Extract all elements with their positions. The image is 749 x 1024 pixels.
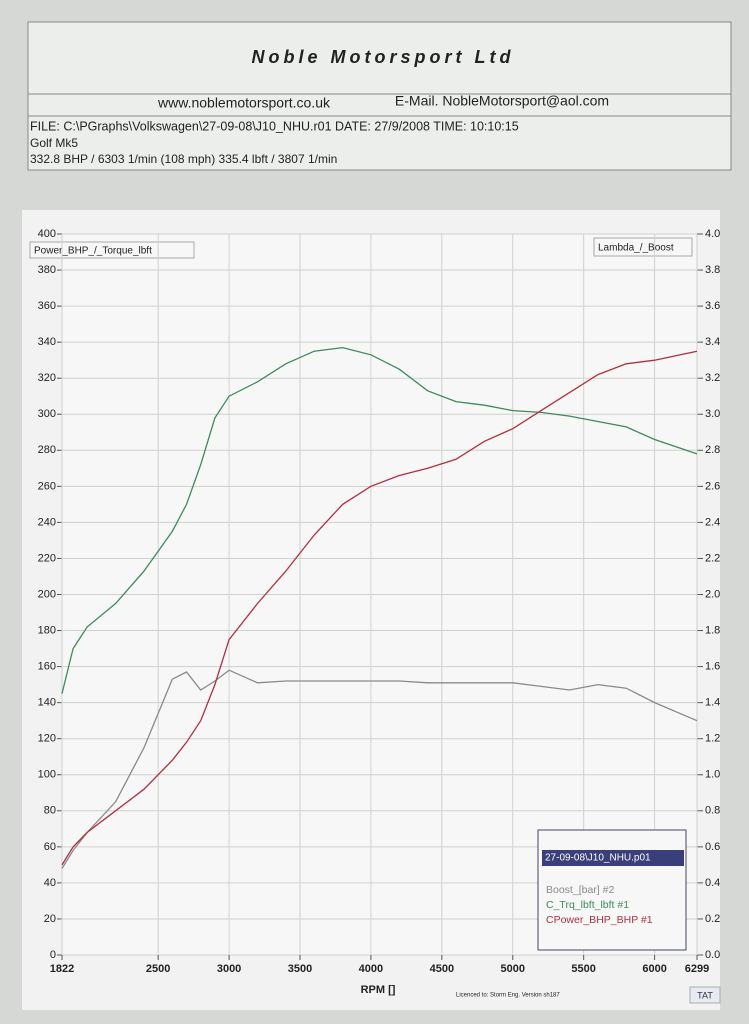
series-line	[61, 350, 698, 866]
y-tick-label: 0	[50, 949, 56, 961]
y-tick-label: 20	[44, 913, 56, 925]
series-line	[61, 669, 698, 869]
y-tick-label: 160	[38, 661, 56, 673]
y-tick-label: 180	[38, 624, 56, 636]
x-tick-label: 4000	[359, 963, 383, 975]
x-tick-label: 5500	[571, 963, 595, 975]
y2-tick-label: 0.4	[705, 877, 720, 889]
y2-tick-label: 1.6	[705, 661, 720, 673]
y2-tick-label: 3.2	[705, 372, 720, 384]
y2-tick-label: 2.0	[705, 588, 720, 600]
car: Golf Mk5	[30, 136, 78, 150]
x-tick-label: 6299	[685, 963, 709, 975]
y-tick-label: 380	[38, 264, 56, 276]
y-tick-label: 320	[38, 372, 56, 384]
x-tick-label: 4500	[430, 963, 454, 975]
legend-entry: C_Trq_lbft_lbft #1	[546, 899, 629, 911]
y2-tick-label: 4.0	[705, 228, 720, 240]
header-box	[27, 21, 732, 171]
y2-tick-label: 2.4	[705, 516, 720, 528]
y-tick-label: 260	[38, 480, 56, 492]
y2-tick-label: 2.2	[705, 552, 720, 564]
legend-entry: CPower_BHP_BHP #1	[546, 914, 653, 926]
y-tick-label: 60	[44, 841, 56, 853]
legend-entry: Boost_[bar] #2	[546, 884, 614, 896]
x-tick-label: 6000	[642, 963, 666, 975]
y-tick-label: 280	[38, 444, 56, 456]
website: www.noblemotorsport.co.uk	[157, 95, 331, 111]
series-line	[61, 346, 698, 694]
y2-tick-label: 1.2	[705, 733, 720, 745]
y-tick-label: 140	[38, 697, 56, 709]
x-tick-label: 3500	[288, 963, 312, 975]
y2-axis-label: Lambda_/_Boost	[598, 243, 674, 254]
y-tick-label: 340	[38, 336, 56, 348]
y2-tick-label: 0.8	[705, 805, 720, 817]
y2-tick-label: 3.4	[705, 336, 720, 348]
y-tick-label: 400	[38, 228, 56, 240]
y2-tick-label: 1.8	[705, 624, 720, 636]
email: E-Mail. NobleMotorsport@aol.com	[395, 93, 609, 109]
legend-title-bg	[542, 850, 684, 866]
y-label-box	[29, 241, 195, 259]
y2-label-box	[593, 237, 693, 257]
y2-tick-label: 1.0	[705, 769, 720, 781]
x-tick-label: 5000	[501, 963, 525, 975]
y-tick-label: 120	[38, 733, 56, 745]
company-name: Noble Motorsport Ltd	[252, 47, 515, 67]
y2-tick-label: 1.4	[705, 697, 720, 709]
y-tick-label: 300	[38, 408, 56, 420]
file-line: FILE: C:\PGraphs\Volkswagen\27-09-08\J10…	[30, 119, 519, 133]
legend-title: 27-09-08\J10_NHU.p01	[545, 853, 651, 864]
y2-tick-label: 3.8	[705, 264, 720, 276]
x-axis-label: RPM []	[361, 984, 396, 996]
y2-tick-label: 3.0	[705, 408, 720, 420]
x-tick-label: 2500	[146, 963, 170, 975]
y-tick-label: 80	[44, 805, 56, 817]
badge: TAT	[697, 990, 713, 1000]
summary: 332.8 BHP / 6303 1/min (108 mph) 335.4 l…	[30, 152, 337, 166]
y2-tick-label: 0.6	[705, 841, 720, 853]
y-tick-label: 240	[38, 516, 56, 528]
y-tick-label: 360	[38, 300, 56, 312]
y2-tick-label: 2.6	[705, 480, 720, 492]
footer: Licenced to: Storm Eng. Version sh187	[456, 993, 560, 999]
y2-tick-label: 0.0	[705, 949, 720, 961]
y-tick-label: 100	[38, 769, 56, 781]
badge-box	[689, 986, 721, 1004]
x-tick-label: 3000	[217, 963, 241, 975]
y-tick-label: 40	[44, 877, 56, 889]
y2-tick-label: 0.2	[705, 913, 720, 925]
y-tick-label: 220	[38, 552, 56, 564]
y-axis-label: Power_BHP_/_Torque_lbft	[34, 246, 152, 257]
y-tick-label: 200	[38, 588, 56, 600]
x-tick-label: 1822	[50, 963, 74, 975]
y2-tick-label: 2.8	[705, 444, 720, 456]
y2-tick-label: 3.6	[705, 300, 720, 312]
